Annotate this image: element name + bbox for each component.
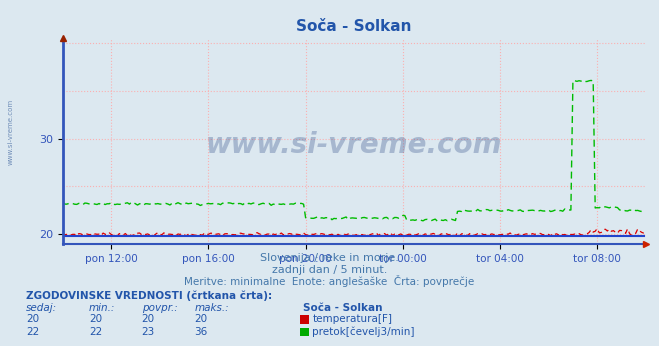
Text: www.si-vreme.com: www.si-vreme.com: [206, 131, 502, 159]
Text: Slovenija / reke in morje.: Slovenija / reke in morje.: [260, 253, 399, 263]
Text: www.si-vreme.com: www.si-vreme.com: [8, 98, 14, 165]
Text: pretok[čevelj3/min]: pretok[čevelj3/min]: [312, 326, 415, 337]
Text: min.:: min.:: [89, 303, 115, 313]
Text: 36: 36: [194, 327, 208, 337]
Text: Meritve: minimalne  Enote: anglešaške  Črta: povprečje: Meritve: minimalne Enote: anglešaške Črt…: [185, 275, 474, 288]
Text: Soča - Solkan: Soča - Solkan: [303, 303, 383, 313]
Text: 22: 22: [26, 327, 40, 337]
Text: 23: 23: [142, 327, 155, 337]
Text: 20: 20: [89, 315, 102, 325]
Text: povpr.:: povpr.:: [142, 303, 177, 313]
Text: 20: 20: [26, 315, 40, 325]
Title: Soča - Solkan: Soča - Solkan: [297, 19, 412, 34]
Text: 20: 20: [194, 315, 208, 325]
Text: 22: 22: [89, 327, 102, 337]
Text: 20: 20: [142, 315, 155, 325]
Text: ZGODOVINSKE VREDNOSTI (črtkana črta):: ZGODOVINSKE VREDNOSTI (črtkana črta):: [26, 291, 272, 301]
Text: maks.:: maks.:: [194, 303, 229, 313]
Text: temperatura[F]: temperatura[F]: [312, 315, 392, 325]
Text: zadnji dan / 5 minut.: zadnji dan / 5 minut.: [272, 265, 387, 275]
Text: sedaj:: sedaj:: [26, 303, 57, 313]
